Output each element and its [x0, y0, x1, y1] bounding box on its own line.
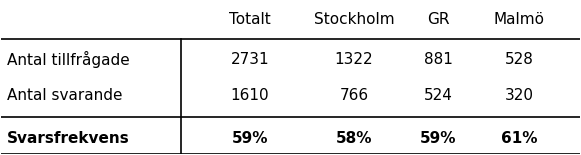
Text: 61%: 61% — [501, 131, 537, 146]
Text: Stockholm: Stockholm — [314, 12, 394, 27]
Text: 2731: 2731 — [231, 52, 270, 67]
Text: Antal svarande: Antal svarande — [7, 88, 123, 103]
Text: Antal tillfrågade: Antal tillfrågade — [7, 51, 130, 68]
Text: 524: 524 — [424, 88, 453, 103]
Text: 1610: 1610 — [231, 88, 270, 103]
Text: Malmö: Malmö — [493, 12, 544, 27]
Text: 528: 528 — [504, 52, 533, 67]
Text: 320: 320 — [504, 88, 533, 103]
Text: Svarsfrekvens: Svarsfrekvens — [7, 131, 130, 146]
Text: 59%: 59% — [232, 131, 268, 146]
Text: 1322: 1322 — [335, 52, 374, 67]
Text: Totalt: Totalt — [229, 12, 271, 27]
Text: 766: 766 — [339, 88, 369, 103]
Text: 59%: 59% — [419, 131, 456, 146]
Text: 58%: 58% — [336, 131, 372, 146]
Text: 881: 881 — [424, 52, 453, 67]
Text: GR: GR — [426, 12, 449, 27]
